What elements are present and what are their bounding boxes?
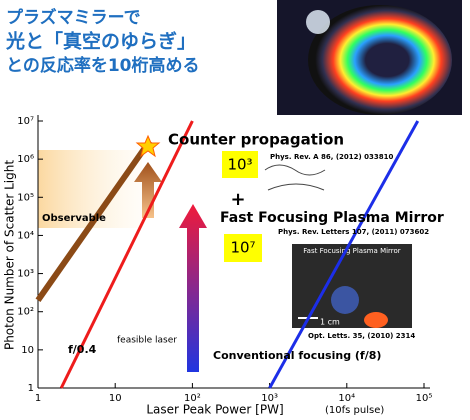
annotation: 10⁷ bbox=[230, 239, 255, 257]
headline: との反応率を10桁高める bbox=[6, 55, 200, 76]
x-tick-label: 10³ bbox=[261, 393, 278, 404]
y-tick-label: 10⁷ bbox=[17, 116, 34, 127]
headline: プラズマミラーで bbox=[6, 7, 141, 28]
annotation: Phys. Rev. A 86, (2012) 033810 bbox=[270, 153, 394, 161]
series-line bbox=[35, 139, 153, 302]
annotation: Observable bbox=[42, 213, 106, 224]
value-box bbox=[222, 151, 258, 178]
series-name: f/0.4 bbox=[68, 343, 97, 356]
series-name: Counter propagation bbox=[168, 131, 344, 149]
photo-flare bbox=[306, 10, 330, 34]
x-tick-label: 10 bbox=[109, 393, 122, 404]
series-line bbox=[268, 120, 420, 389]
photo-rings bbox=[308, 5, 452, 115]
star bbox=[135, 134, 161, 158]
arrow bbox=[134, 162, 162, 218]
y-axis-label: Photon Number of Scatter Light bbox=[3, 160, 17, 350]
headline: 光と「真空のゆらぎ」 bbox=[5, 30, 196, 53]
y-tick-label: 1 bbox=[28, 383, 34, 394]
value-box bbox=[224, 234, 262, 262]
series-name: Conventional focusing (f/8) bbox=[213, 349, 381, 362]
y-tick-label: 10⁵ bbox=[17, 192, 34, 203]
x-tick-label: 10² bbox=[184, 393, 201, 404]
x-tick-label: 10⁵ bbox=[416, 393, 433, 404]
annotation: Fast Focusing Plasma Mirror bbox=[220, 210, 444, 226]
arrow bbox=[179, 204, 207, 372]
inset-spot bbox=[364, 312, 388, 328]
x-axis-label: Laser Peak Power [PW] bbox=[146, 403, 283, 417]
y-tick-label: 10⁶ bbox=[17, 154, 34, 165]
annotation: Opt. Letts. 35, (2010) 2314 bbox=[308, 332, 415, 340]
inset-glow bbox=[331, 286, 359, 314]
x-axis-note: (10fs pulse) bbox=[325, 405, 384, 416]
annotation: + bbox=[230, 189, 245, 210]
y-tick-label: 10 bbox=[21, 345, 34, 356]
annotation: feasible laser bbox=[117, 336, 177, 346]
diagram bbox=[264, 164, 326, 191]
series-line bbox=[59, 120, 194, 389]
annotation: Phys. Rev. Letters 107, (2011) 073602 bbox=[278, 228, 429, 236]
y-tick-label: 10⁴ bbox=[17, 230, 34, 241]
y-tick-label: 10³ bbox=[17, 269, 34, 280]
y-tick-label: 10² bbox=[17, 307, 34, 318]
x-tick-label: 10⁴ bbox=[338, 393, 355, 404]
x-tick-label: 1 bbox=[35, 393, 41, 404]
inset-scale: 1 cm bbox=[320, 318, 340, 327]
annotation: 10³ bbox=[227, 156, 252, 174]
observable-region bbox=[38, 150, 142, 228]
inset-title: Fast Focusing Plasma Mirror bbox=[303, 247, 401, 255]
